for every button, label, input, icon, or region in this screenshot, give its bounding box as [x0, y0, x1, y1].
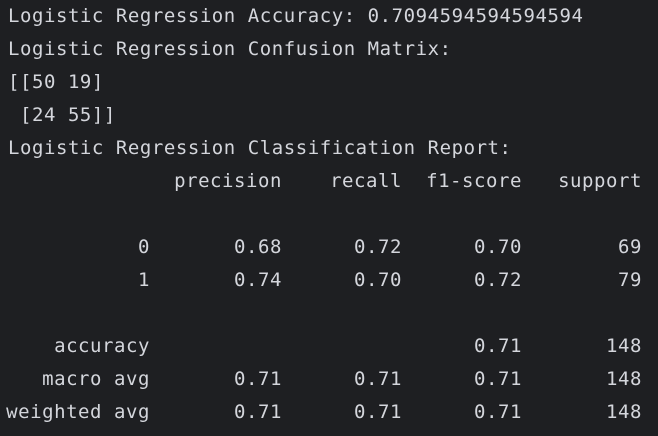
- header-precision: precision: [174, 170, 282, 192]
- header-f1-score: f1-score: [426, 170, 522, 192]
- confusion-matrix-title: Logistic Regression Confusion Matrix:: [8, 38, 452, 60]
- f1-value: 0.70: [474, 236, 522, 258]
- recall-value: [290, 330, 402, 363]
- row-label: 0: [138, 236, 150, 258]
- recall-value: 0.70: [354, 269, 402, 291]
- accuracy-line: Logistic Regression Accuracy: 0.70945945…: [8, 5, 584, 27]
- support-value: 79: [618, 269, 642, 291]
- f1-value: 0.71: [474, 401, 522, 423]
- f1-value: 0.71: [474, 368, 522, 390]
- support-value: 148: [606, 401, 642, 423]
- recall-value: 0.71: [354, 368, 402, 390]
- report-title: Logistic Regression Classification Repor…: [8, 137, 512, 159]
- support-value: 148: [606, 335, 642, 357]
- precision-value: 0.68: [234, 236, 282, 258]
- precision-value: [150, 330, 282, 363]
- precision-value: 0.71: [234, 368, 282, 390]
- header-recall: recall: [330, 170, 402, 192]
- row-label: 1: [138, 269, 150, 291]
- row-label: accuracy: [54, 335, 150, 357]
- row-label: macro avg: [42, 368, 150, 390]
- f1-value: 0.71: [474, 335, 522, 357]
- precision-value: 0.74: [234, 269, 282, 291]
- matrix-row: [24 55]]: [8, 104, 116, 126]
- row-label: weighted avg: [6, 401, 150, 423]
- f1-value: 0.72: [474, 269, 522, 291]
- header-support: support: [558, 170, 642, 192]
- precision-value: 0.71: [234, 401, 282, 423]
- recall-value: 0.72: [354, 236, 402, 258]
- support-value: 69: [618, 236, 642, 258]
- support-value: 148: [606, 368, 642, 390]
- matrix-row: [[50 19]: [8, 71, 104, 93]
- recall-value: 0.71: [354, 401, 402, 423]
